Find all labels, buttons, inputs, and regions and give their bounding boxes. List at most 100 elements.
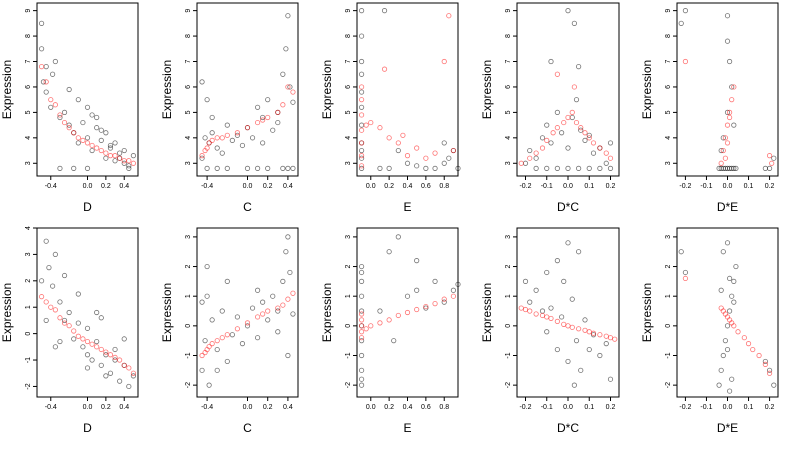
observed-point <box>75 140 81 146</box>
y-tick-label: 8 <box>185 34 192 38</box>
fitted-point <box>280 302 286 308</box>
fitted-point <box>554 125 560 131</box>
observed-point <box>582 317 588 323</box>
observed-point <box>265 317 271 323</box>
fitted-point <box>126 158 132 164</box>
observed-point <box>285 13 291 19</box>
fitted-point <box>533 150 539 156</box>
observed-point <box>234 132 240 138</box>
observed-point <box>265 97 271 103</box>
observed-point <box>204 97 210 103</box>
x-tick-label: 0.0 <box>243 183 253 190</box>
observed-point <box>244 323 251 329</box>
y-tick-label: 2 <box>345 264 352 268</box>
y-tick-label: 1 <box>185 294 192 298</box>
fitted-point <box>582 327 588 333</box>
fitted-point <box>363 122 369 128</box>
observed-point <box>199 155 205 161</box>
fitted-point <box>586 135 592 141</box>
observed-point <box>571 382 577 388</box>
fitted-point <box>206 343 212 350</box>
observed-point <box>450 287 457 293</box>
y-tick-label: 7 <box>185 59 192 63</box>
observed-point <box>285 352 291 359</box>
observed-point <box>607 165 614 171</box>
y-tick-label: -1 <box>665 352 672 358</box>
observed-point <box>731 299 737 305</box>
fitted-point <box>66 125 72 131</box>
y-axis-label: Expression <box>0 283 14 342</box>
observed-point <box>43 317 49 324</box>
y-tick-label: 6 <box>505 85 512 89</box>
observed-point <box>66 122 72 128</box>
observed-point <box>117 150 123 156</box>
observed-point <box>206 382 212 388</box>
observed-point <box>722 338 728 344</box>
fitted-point <box>103 150 109 156</box>
fitted-point <box>199 153 205 159</box>
observed-point <box>84 352 91 358</box>
observed-point <box>544 122 550 128</box>
fitted-point <box>414 145 420 151</box>
x-tick-label: 0.2 <box>384 404 394 411</box>
observed-point <box>239 142 246 149</box>
observed-point <box>718 367 724 373</box>
observed-point <box>682 8 689 14</box>
x-tick-label: -0.1 <box>541 183 553 190</box>
observed-point <box>727 308 733 314</box>
observed-point <box>249 135 256 141</box>
observed-point <box>80 119 86 126</box>
y-axis-label: Expression <box>480 60 494 119</box>
observed-point <box>98 137 104 143</box>
y-tick-label: -2 <box>665 382 672 388</box>
observed-point <box>455 281 461 287</box>
observed-point <box>75 291 81 297</box>
y-tick-label: 6 <box>185 85 192 89</box>
x-tick-label: 0.4 <box>283 183 293 190</box>
observed-point <box>597 352 603 359</box>
x-tick-label: 0.4 <box>119 183 129 190</box>
x-axis-label: E <box>403 200 411 214</box>
x-tick-label: 0.4 <box>403 404 413 411</box>
fitted-point <box>107 352 114 358</box>
y-tick-label: 8 <box>505 34 512 38</box>
fitted-point <box>358 311 365 317</box>
y-tick-label: 0 <box>505 324 512 328</box>
y-tick-label: 3 <box>345 235 352 239</box>
observed-point <box>255 287 261 293</box>
x-tick-label: 0.0 <box>366 404 376 411</box>
observed-point <box>724 323 731 329</box>
observed-point <box>50 71 56 77</box>
observed-point <box>590 150 597 156</box>
observed-point <box>117 378 123 384</box>
observed-point <box>554 258 560 264</box>
observed-point <box>103 373 109 379</box>
observed-point <box>678 20 684 26</box>
observed-point <box>94 309 100 316</box>
x-tick-label: -0.1 <box>541 404 553 411</box>
plot-frame <box>676 2 779 177</box>
fitted-point <box>432 150 438 156</box>
fitted-point <box>539 312 546 319</box>
x-tick-label: 0.1 <box>584 183 594 190</box>
y-tick-label: 5 <box>345 110 352 114</box>
observed-point <box>66 309 72 316</box>
observed-point <box>52 344 58 350</box>
fitted-point <box>607 335 614 341</box>
x-axis-label: D*C <box>557 200 579 214</box>
fitted-point <box>358 84 365 90</box>
observed-point <box>729 376 735 382</box>
y-tick-label: 6 <box>25 85 32 89</box>
observed-point <box>358 308 365 314</box>
panel-6: -2 -1 0 1 2 3 4 -0.4 0.0 0.2 0.4 D Expression <box>0 226 139 435</box>
fitted-point <box>395 312 401 319</box>
x-tick-label: -0.4 <box>201 183 213 190</box>
observed-point <box>578 367 584 373</box>
observed-point <box>724 346 731 353</box>
observed-point <box>404 293 411 299</box>
fitted-point <box>518 305 524 311</box>
fitted-point <box>400 132 406 138</box>
observed-point <box>61 317 68 324</box>
